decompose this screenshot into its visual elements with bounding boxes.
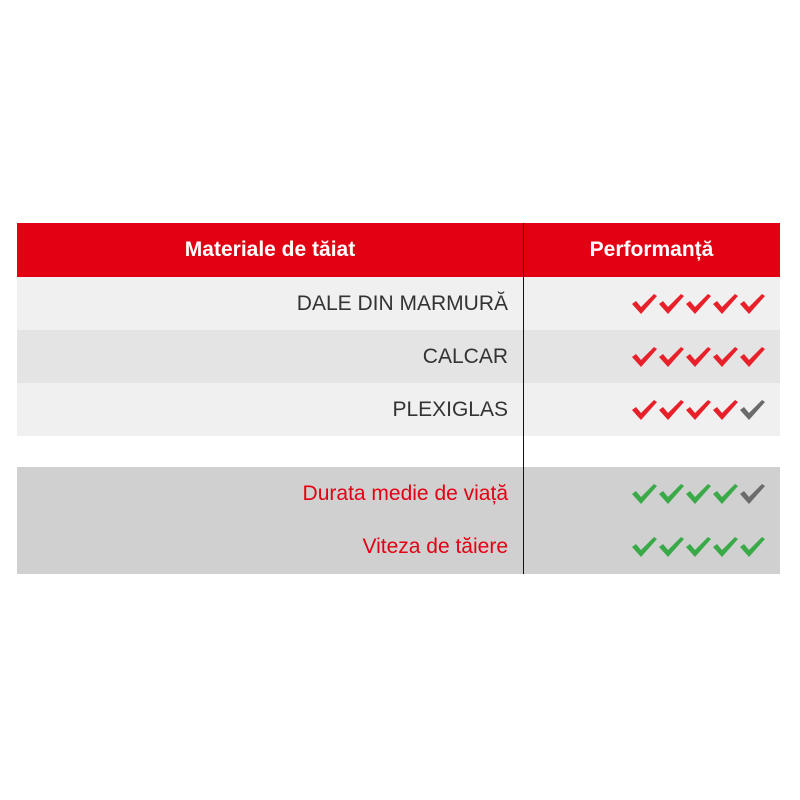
check-icon-filled — [686, 346, 711, 367]
check-icon-filled — [686, 399, 711, 420]
check-icon-filled — [713, 346, 738, 367]
table-row: DALE DIN MARMURĂ — [17, 277, 780, 330]
table-row: Durata medie de viață — [17, 467, 780, 520]
column-divider — [523, 223, 524, 574]
check-icon-filled — [740, 346, 765, 367]
material-label: DALE DIN MARMURĂ — [296, 291, 508, 315]
header-materials: Materiale de tăiat — [184, 238, 356, 261]
performance-table: Materiale de tăiat Performanță DALE DIN … — [17, 223, 780, 574]
check-icon-empty — [740, 483, 765, 504]
check-icon-filled — [686, 293, 711, 314]
table-row: PLEXIGLAS — [17, 383, 780, 436]
check-icon-filled — [713, 537, 738, 557]
check-icon-filled — [686, 537, 711, 557]
check-icon-filled — [632, 399, 657, 420]
spacer-row — [17, 436, 780, 467]
check-icon-filled — [713, 399, 738, 420]
check-icon-filled — [659, 537, 684, 557]
check-icon-filled — [740, 537, 765, 557]
check-icon-empty — [740, 399, 765, 420]
rating-checks — [523, 277, 780, 330]
check-icon-filled — [740, 293, 765, 314]
check-icon-filled — [659, 399, 684, 420]
check-icon-filled — [632, 537, 657, 557]
check-icon-filled — [713, 293, 738, 314]
rating-checks — [523, 467, 780, 520]
check-icon-filled — [632, 483, 657, 504]
check-icon-filled — [659, 483, 684, 504]
metric-label: Durata medie de viață — [302, 481, 508, 505]
check-icon-filled — [632, 346, 657, 367]
rating-checks — [523, 520, 780, 574]
table-row: Viteza de tăiere — [17, 520, 780, 574]
check-icon-filled — [713, 483, 738, 504]
header-performance: Performanță — [589, 238, 714, 261]
material-label: CALCAR — [422, 344, 508, 368]
metric-label: Viteza de tăiere — [362, 535, 508, 558]
check-icon-filled — [659, 293, 684, 314]
table-row: CALCAR — [17, 330, 780, 383]
check-icon-filled — [632, 293, 657, 314]
table-header: Materiale de tăiat Performanță — [17, 223, 780, 277]
rating-checks — [523, 330, 780, 383]
check-icon-filled — [659, 346, 684, 367]
material-label: PLEXIGLAS — [392, 397, 508, 421]
rating-checks — [523, 383, 780, 436]
check-icon-filled — [686, 483, 711, 504]
